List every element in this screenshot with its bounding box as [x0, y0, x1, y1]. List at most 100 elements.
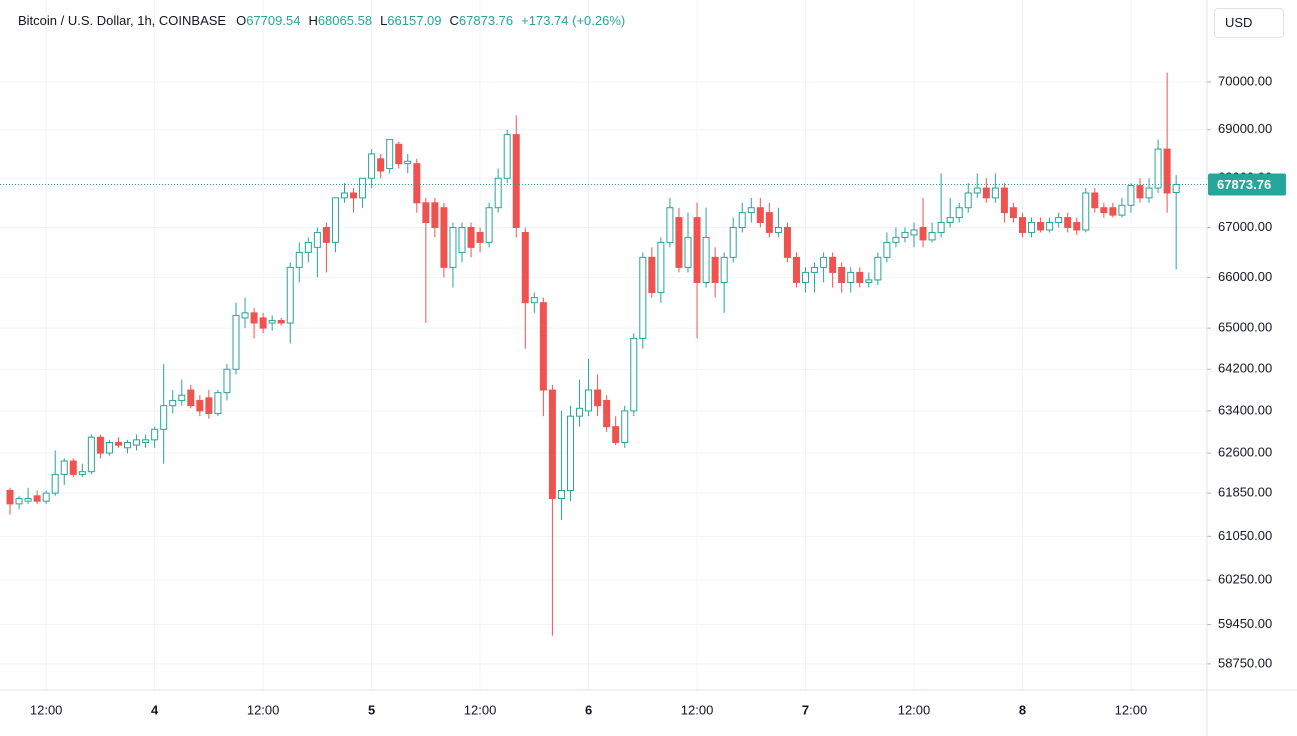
candle-body	[313, 231, 321, 248]
candles	[6, 72, 1180, 636]
candle-body	[621, 410, 629, 443]
candle-body	[530, 297, 538, 304]
candle-body	[295, 251, 303, 268]
ohlc-key: C	[449, 13, 459, 28]
candle-body	[729, 226, 737, 258]
candle-body	[874, 256, 882, 281]
candle-body	[114, 441, 122, 446]
candle-body	[214, 392, 222, 415]
candle-body	[87, 436, 95, 473]
candle-body	[96, 436, 104, 454]
candle-body	[684, 236, 692, 268]
candle-body	[359, 177, 367, 199]
candle-body	[277, 319, 285, 324]
candle-body	[792, 256, 800, 283]
candle-body	[702, 236, 710, 283]
candle-body	[331, 197, 339, 243]
candle-body	[1037, 222, 1045, 231]
candle-body	[15, 497, 23, 505]
candle-body	[124, 441, 132, 449]
ohlc-value: 68065.58	[317, 13, 373, 28]
candle-body	[377, 158, 385, 172]
y-tick-label: 62600.00	[1218, 445, 1272, 460]
candle-body	[223, 368, 231, 394]
candle-body	[241, 312, 249, 319]
x-tick-label: 12:00	[247, 702, 280, 717]
candle-body	[1154, 148, 1162, 189]
candle-body	[133, 439, 141, 446]
candle-body	[422, 202, 430, 224]
candle-body	[24, 497, 32, 502]
candle-body	[585, 389, 593, 412]
y-tick-label: 65000.00	[1218, 320, 1272, 335]
candle-body	[693, 217, 701, 283]
ohlc-value: 67709.54	[246, 13, 301, 28]
candle-body	[304, 241, 312, 253]
candle-body	[6, 489, 14, 505]
candle-body	[557, 489, 565, 499]
y-tick-label: 58750.00	[1218, 655, 1272, 670]
candle-body	[69, 460, 77, 475]
last-price-label: 67873.76	[1217, 177, 1271, 192]
candle-body	[250, 312, 258, 324]
candle-body	[829, 256, 837, 273]
candle-body	[973, 187, 981, 194]
candle-body	[1009, 207, 1017, 219]
candle-body	[340, 192, 348, 199]
candle-body	[521, 231, 529, 304]
candle-body	[982, 187, 990, 199]
candle-body	[1000, 187, 1008, 214]
candle-body	[60, 460, 68, 475]
candle-body	[883, 241, 891, 258]
candle-body	[440, 207, 448, 268]
candle-body	[892, 236, 900, 243]
candle-body	[765, 212, 773, 233]
ohlc-key: L	[380, 13, 388, 28]
candle-body	[286, 266, 294, 324]
candle-body	[232, 314, 240, 370]
ohlc-key: H	[308, 13, 318, 28]
currency-button[interactable]: USD	[1214, 8, 1284, 38]
x-tick-label: 12:00	[1115, 702, 1148, 717]
candle-body	[1100, 207, 1108, 214]
candle-body	[142, 439, 150, 443]
x-tick-label: 12:00	[30, 702, 63, 717]
candle-body	[847, 271, 855, 283]
candle-body	[494, 177, 502, 209]
candle-body	[720, 256, 728, 283]
candle-body	[657, 241, 665, 294]
candle-body	[467, 226, 475, 248]
candle-body	[1028, 222, 1036, 233]
y-tick-label: 61850.00	[1218, 485, 1272, 500]
candle-body	[666, 207, 674, 243]
candle-body	[368, 153, 376, 179]
candle-body	[603, 399, 611, 428]
candle-body	[964, 192, 972, 209]
candle-body	[105, 441, 113, 454]
candle-body	[955, 207, 963, 219]
candle-body	[856, 271, 864, 283]
y-tick-label: 70000.00	[1218, 73, 1272, 88]
candle-body	[539, 302, 547, 391]
candle-body	[386, 138, 394, 170]
x-tick-label: 7	[802, 702, 809, 717]
x-tick-label: 6	[585, 702, 592, 717]
candle-body	[33, 495, 41, 502]
candle-body	[160, 405, 168, 430]
y-tick-label: 69000.00	[1218, 121, 1272, 136]
y-tick-label: 60250.00	[1218, 572, 1272, 587]
x-tick-label: 12:00	[681, 702, 714, 717]
candle-body	[747, 207, 755, 214]
candle-body	[1091, 192, 1099, 209]
last-price-badge	[1208, 173, 1286, 196]
candle-body	[395, 143, 403, 165]
candle-body	[205, 397, 213, 415]
candle-body	[187, 389, 195, 407]
candle-body	[1163, 148, 1171, 194]
candle-body	[413, 163, 421, 204]
symbol-title: Bitcoin / U.S. Dollar, 1h, COINBASE	[18, 13, 227, 28]
candle-body	[811, 266, 819, 273]
candle-body	[566, 415, 574, 491]
